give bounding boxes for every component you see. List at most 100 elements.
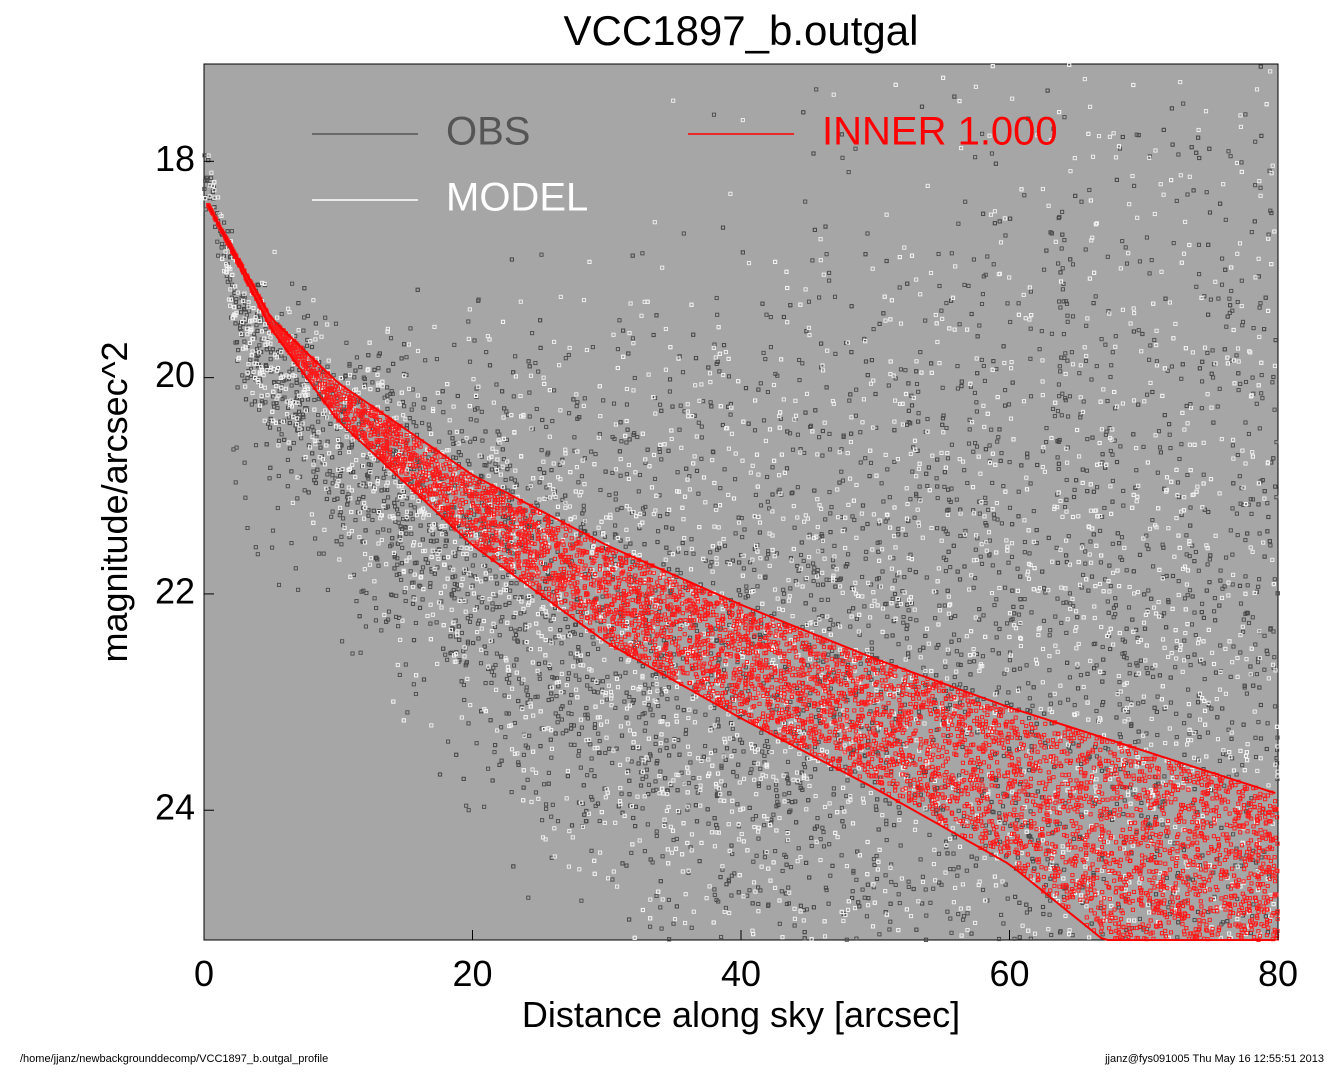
obs-point	[675, 705, 680, 710]
obs-point	[1184, 533, 1189, 538]
obs-point	[1243, 379, 1249, 385]
obs-point	[841, 824, 846, 829]
obs-point	[1108, 448, 1113, 453]
obs-point	[694, 785, 699, 790]
obs-point	[1091, 871, 1096, 876]
obs-point	[420, 565, 426, 570]
obs-point	[447, 430, 452, 435]
obs-point	[1016, 301, 1021, 306]
obs-point	[1041, 618, 1046, 623]
obs-point	[578, 765, 583, 770]
obs-point	[967, 427, 972, 432]
obs-point	[1174, 198, 1179, 203]
obs-point	[1258, 301, 1263, 306]
obs-point	[484, 350, 489, 355]
obs-point	[957, 700, 963, 705]
obs-point	[790, 447, 796, 452]
obs-point	[1193, 549, 1198, 555]
obs-point	[779, 492, 784, 497]
obs-point	[493, 662, 498, 668]
obs-point	[1024, 910, 1029, 915]
obs-point	[461, 682, 466, 688]
obs-point	[1253, 139, 1258, 144]
obs-point	[434, 357, 439, 362]
obs-point	[466, 808, 471, 813]
obs-point	[756, 901, 761, 907]
obs-point	[1137, 916, 1142, 921]
obs-point	[526, 647, 531, 652]
obs-point	[931, 886, 936, 891]
obs-point	[1250, 615, 1255, 620]
obs-point	[944, 557, 949, 563]
obs-point	[1259, 373, 1264, 378]
obs-point	[1049, 331, 1054, 336]
obs-point	[1084, 468, 1089, 473]
obs-point	[1022, 539, 1027, 545]
obs-point	[967, 659, 972, 664]
obs-point	[1253, 735, 1258, 740]
obs-point	[1057, 299, 1062, 304]
obs-point	[500, 615, 505, 620]
obs-point	[677, 427, 682, 432]
obs-point	[613, 491, 618, 496]
obs-point	[816, 707, 821, 713]
obs-point	[418, 584, 423, 589]
obs-point	[792, 525, 797, 530]
obs-point	[657, 514, 663, 519]
obs-point	[656, 703, 661, 709]
obs-point	[577, 677, 582, 682]
obs-point	[627, 694, 632, 700]
obs-point	[546, 770, 551, 775]
obs-point	[1079, 812, 1084, 817]
obs-point	[508, 626, 513, 631]
obs-point	[1246, 620, 1252, 626]
obs-point	[550, 419, 555, 424]
obs-point	[884, 634, 889, 639]
obs-point	[559, 641, 564, 646]
obs-point	[452, 596, 457, 601]
obs-point	[299, 436, 304, 441]
obs-point	[987, 443, 992, 448]
obs-point	[811, 561, 816, 566]
obs-point	[589, 768, 594, 773]
obs-point	[467, 359, 473, 364]
obs-point	[874, 853, 879, 859]
obs-point	[699, 424, 704, 429]
obs-point	[572, 435, 577, 440]
obs-point	[1007, 505, 1013, 510]
obs-point	[939, 308, 944, 313]
obs-point	[864, 914, 869, 919]
obs-point	[1150, 518, 1155, 523]
obs-point	[1083, 247, 1088, 252]
obs-point	[445, 657, 450, 662]
obs-point	[708, 400, 713, 405]
obs-point	[1234, 511, 1239, 516]
obs-point	[1088, 539, 1093, 544]
obs-point	[854, 616, 859, 621]
obs-point	[751, 859, 756, 864]
obs-point	[854, 877, 859, 882]
obs-point	[552, 388, 557, 393]
obs-point	[728, 412, 733, 417]
obs-point	[1224, 555, 1229, 560]
obs-point	[875, 540, 880, 545]
obs-point	[808, 423, 814, 428]
obs-point	[749, 767, 754, 772]
obs-point	[276, 427, 282, 432]
obs-point	[945, 456, 951, 461]
obs-point	[713, 503, 718, 508]
obs-point	[248, 366, 254, 371]
obs-point	[807, 532, 812, 537]
obs-point	[427, 528, 432, 533]
obs-point	[1028, 936, 1033, 941]
obs-point	[640, 776, 645, 781]
obs-point	[827, 842, 832, 847]
obs-point	[885, 467, 890, 472]
obs-point	[1179, 442, 1184, 447]
obs-point	[993, 621, 998, 626]
obs-point	[253, 443, 259, 448]
obs-point	[828, 617, 833, 622]
obs-point	[437, 439, 442, 444]
obs-point	[1075, 665, 1080, 670]
obs-point	[462, 697, 467, 703]
